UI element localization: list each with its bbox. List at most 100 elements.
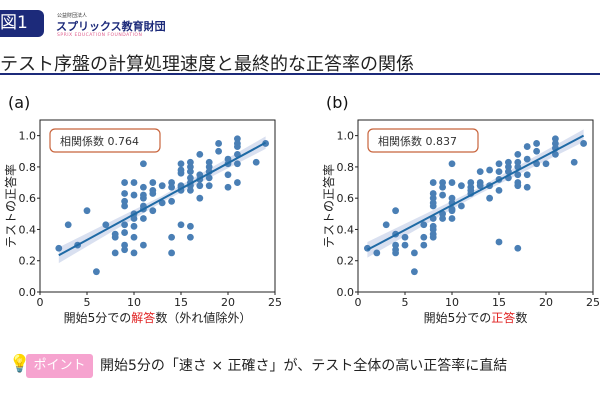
data-point (514, 244, 522, 252)
data-point (234, 160, 241, 168)
x-tick-label: 0 (37, 296, 44, 309)
data-point (224, 171, 232, 179)
data-point (439, 183, 446, 191)
data-point (505, 168, 512, 176)
data-point (187, 186, 194, 194)
y-tick-label: 0.4 (337, 223, 355, 236)
data-point (505, 158, 512, 166)
point-text: 開始5分の「速さ × 正確さ」が、テスト全体の高い正答率に直結 (100, 358, 508, 374)
data-point (177, 169, 185, 177)
data-point (196, 151, 204, 158)
data-point (420, 241, 428, 249)
data-point (570, 158, 578, 166)
data-point (196, 182, 204, 190)
data-point (486, 166, 493, 174)
data-point (429, 202, 437, 210)
point-badge: ポイント (26, 354, 93, 378)
data-point (458, 202, 465, 210)
data-point (64, 221, 72, 229)
correlation-label: 相関係数 0.837 (378, 135, 457, 148)
x-tick-label: 5 (84, 296, 91, 309)
y-tick-label: 0.8 (337, 161, 355, 174)
x-tick-label: 15 (174, 296, 188, 309)
x-tick-label: 20 (539, 296, 553, 309)
panel-label: (a) (8, 93, 30, 112)
data-point (420, 233, 428, 241)
data-point (234, 135, 241, 143)
data-point (429, 233, 437, 241)
data-point (187, 222, 194, 230)
data-point (130, 249, 138, 257)
data-point (495, 238, 503, 246)
data-point (523, 171, 531, 179)
data-point (168, 249, 176, 257)
x-axis-label: 開始5分での解答数（外れ値除外） (64, 310, 252, 325)
data-point (149, 190, 157, 197)
data-point (523, 155, 531, 163)
data-point (392, 249, 399, 257)
data-point (392, 241, 399, 249)
data-point (429, 179, 437, 186)
data-point (514, 182, 522, 190)
data-point (187, 163, 194, 171)
y-tick-label: 0.4 (19, 223, 37, 236)
data-point (411, 268, 418, 276)
x-tick-label: 15 (492, 296, 506, 309)
data-point (130, 215, 138, 222)
logo-org-type: 公益財団法人 (57, 13, 88, 19)
data-point (439, 179, 446, 186)
x-tick-label: 10 (127, 296, 141, 309)
plot-frame (357, 119, 594, 293)
data-point (224, 183, 232, 191)
plot-frame (39, 119, 276, 293)
data-point (55, 244, 63, 252)
x-axis-label-part: 数 (515, 310, 527, 325)
data-point (429, 226, 437, 233)
data-point (205, 182, 213, 190)
data-point (429, 194, 437, 202)
title-underline (0, 73, 600, 75)
data-point (140, 183, 147, 191)
data-point (458, 182, 465, 190)
data-point (439, 210, 446, 218)
data-point (130, 191, 138, 199)
page-title: テスト序盤の計算処理速度と最終的な正答率の関係 (0, 54, 414, 75)
data-point (121, 241, 128, 249)
data-point (252, 158, 260, 166)
data-point (168, 197, 176, 205)
data-point (140, 160, 147, 168)
data-point (467, 179, 475, 186)
data-point (121, 221, 128, 229)
data-point (121, 202, 128, 210)
data-point (130, 233, 138, 241)
data-point (476, 168, 484, 176)
chart-a: (a) 0 5 10 15 20 25 0.0 0.2 0.4 0.6 0.8 1.0 相関係数 0.76… (3, 93, 282, 325)
data-point (140, 194, 147, 202)
y-axis-label: テストの正答率 (3, 164, 18, 248)
data-point (158, 182, 166, 190)
data-point (196, 171, 204, 179)
data-point (401, 241, 409, 249)
data-point (121, 197, 128, 205)
data-point (495, 186, 503, 194)
data-point (149, 179, 157, 186)
x-tick-label: 5 (402, 296, 409, 309)
data-point (215, 140, 223, 147)
data-point (392, 207, 399, 215)
lightbulb-icon: 💡 (9, 354, 31, 374)
data-point (552, 135, 559, 143)
data-point (439, 215, 446, 222)
y-tick-label: 0.2 (19, 255, 37, 268)
data-point (486, 194, 493, 202)
x-axis-label-part: 開始5分での (64, 311, 132, 325)
correlation-box (49, 128, 161, 153)
y-tick-label: 1.0 (19, 130, 37, 143)
data-point (448, 179, 456, 186)
regression-line (366, 134, 585, 251)
panel-label: (b) (326, 93, 349, 112)
data-point (448, 160, 456, 168)
data-point (505, 163, 512, 171)
logo-org-subtitle: SPRIX EDUCATION FOUNDATION (57, 33, 143, 38)
data-point (448, 194, 456, 202)
